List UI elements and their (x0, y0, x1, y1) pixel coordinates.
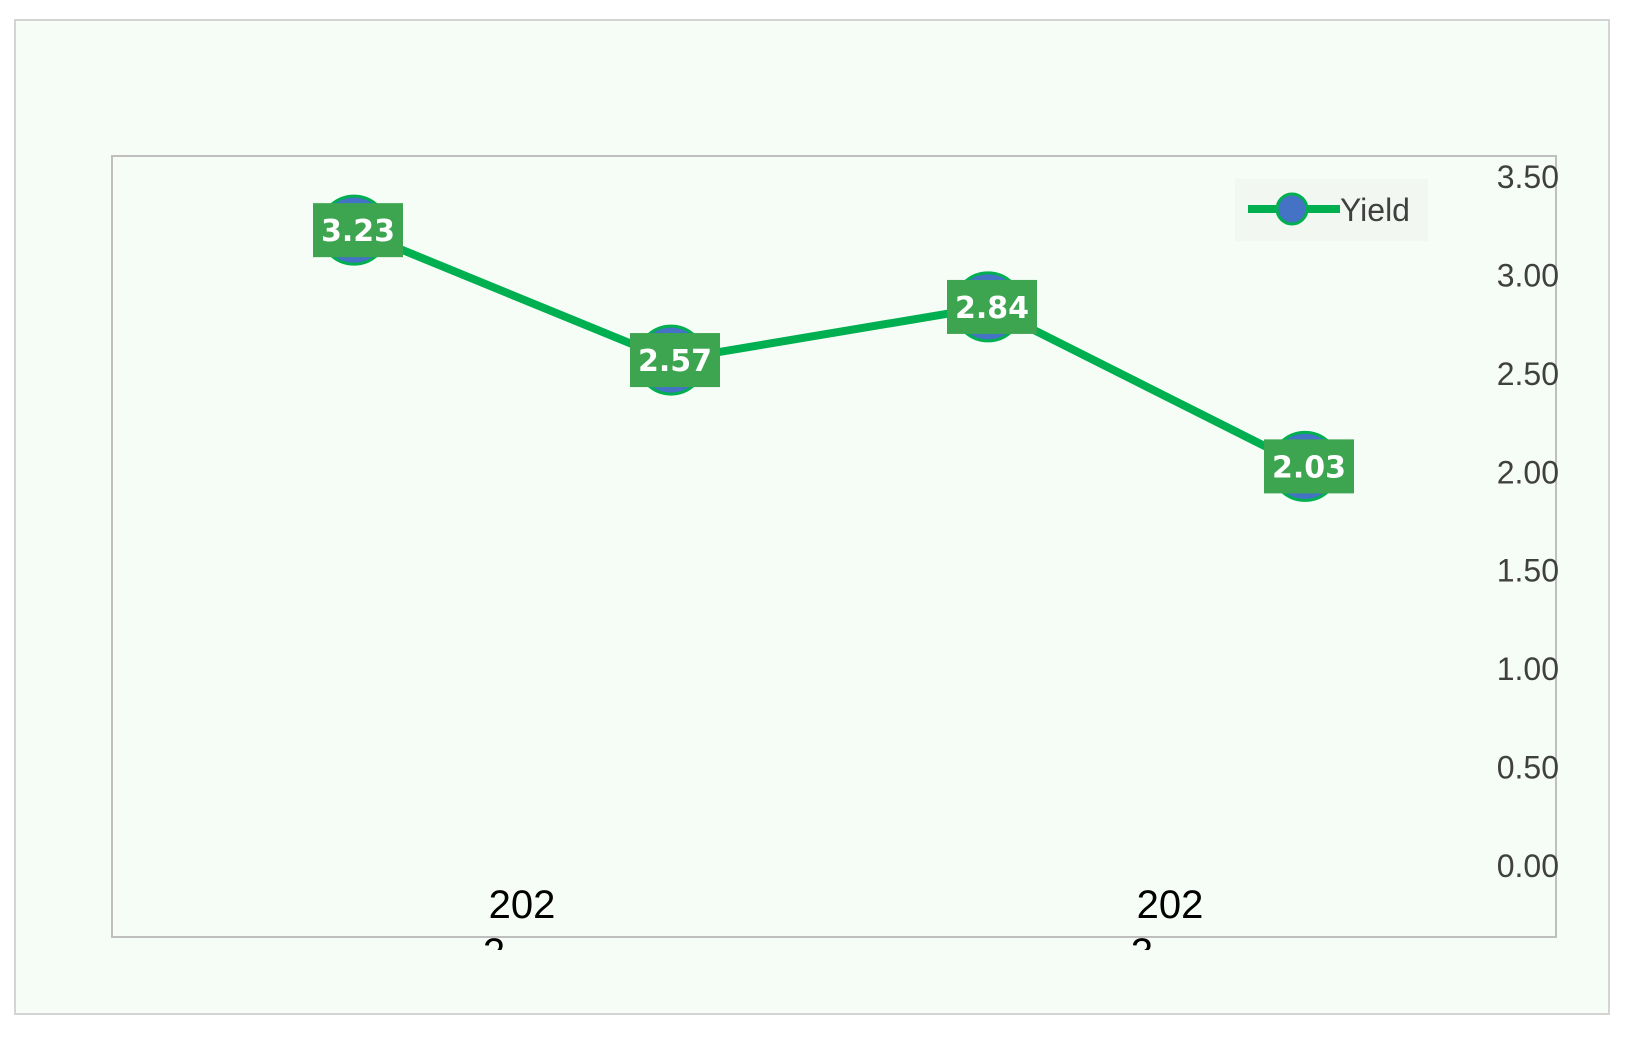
x-tick-label: 202 (489, 883, 556, 927)
x-tick-label: 202 (1137, 883, 1204, 927)
legend-marker-swatch (1275, 192, 1309, 226)
data-label-box (313, 203, 403, 258)
y-tick-label: 1.00 (1497, 651, 1559, 687)
y-axis-tick-labels: 0.00 0.50 1.00 1.50 2.00 2.50 3.00 3.50 (1497, 159, 1559, 884)
y-tick-label: 0.00 (1497, 848, 1559, 884)
data-label: 2.84 (955, 291, 1029, 326)
legend: Yield (1235, 179, 1428, 241)
data-label: 3.23 (321, 214, 395, 249)
y-tick-label: 2.00 (1497, 454, 1559, 490)
plot-area (111, 155, 1557, 938)
y-tick-label: 0.50 (1497, 750, 1559, 786)
y-tick-label: 3.00 (1497, 257, 1559, 293)
data-label-box (1264, 439, 1354, 494)
data-label-box (630, 333, 720, 388)
y-tick-label: 2.50 (1497, 356, 1559, 392)
legend-label: Yield (1340, 192, 1410, 228)
x-tick-label-wrap: 3 (1131, 931, 1153, 975)
data-label: 2.03 (1272, 450, 1346, 485)
data-label: 2.57 (638, 344, 712, 379)
series-yield: 3.23 2.57 2.84 2.03 (313, 194, 1354, 502)
y-tick-label: 3.50 (1497, 159, 1559, 195)
series-line (352, 226, 1307, 470)
y-tick-label: 1.50 (1497, 553, 1559, 589)
x-tick-label-wrap: 2 (483, 931, 505, 975)
data-label-box (947, 279, 1037, 334)
